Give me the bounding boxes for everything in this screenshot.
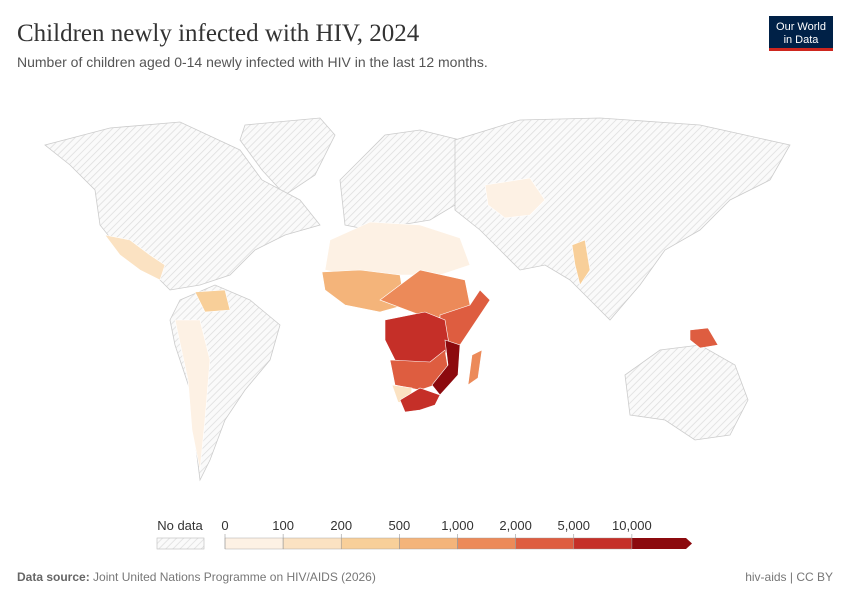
legend-tick-label: 5,000 [557, 518, 590, 533]
south-africa [399, 387, 441, 413]
footer-source: Data source: Joint United Nations Progra… [17, 570, 376, 584]
mexico [104, 234, 166, 281]
europe [339, 129, 471, 231]
greenland [239, 117, 336, 196]
south-america [169, 284, 281, 482]
logo-line: Our World [776, 21, 826, 33]
andes [174, 319, 211, 471]
logo-line: in Data [784, 34, 820, 46]
source: Joint United Nations Programme on HIV/AI… [93, 570, 376, 584]
legend: No data 0 100 200 500 1,000 2,000 5,000 10,000 [156, 518, 692, 550]
madagascar [467, 349, 483, 386]
legend-swatch [457, 537, 516, 550]
no-data-swatch [156, 537, 205, 550]
legend-swatch [399, 537, 458, 550]
png [689, 327, 719, 349]
north-america [44, 121, 321, 291]
myanmar [571, 239, 591, 286]
no-data-label: No data [157, 518, 203, 533]
legend-tick-label: 1,000 [441, 518, 474, 533]
asia [454, 117, 791, 321]
legend-swatch [515, 537, 574, 550]
legend-tick-label: 2,000 [499, 518, 532, 533]
legend-swatch [573, 537, 633, 550]
legend-swatch [224, 537, 284, 550]
legend-tick-label: 10,000 [612, 518, 652, 533]
logo: Our World in Data [769, 16, 833, 51]
legend-swatch [341, 537, 400, 550]
legend-tick-label: 100 [272, 518, 294, 533]
legend-tick-label: 0 [221, 518, 228, 533]
venezuela [194, 289, 231, 313]
source-label: Data source: [17, 570, 90, 584]
legend-swatch [631, 538, 692, 549]
china [484, 177, 546, 219]
australia [624, 344, 749, 441]
map [44, 117, 791, 482]
north-africa [324, 221, 471, 276]
title: Children newly infected with HIV, 2024 [17, 20, 420, 47]
subtitle: Number of children aged 0-14 newly infec… [17, 54, 488, 70]
legend-swatch [282, 537, 342, 550]
legend-tick-label: 200 [330, 518, 352, 533]
footer-license: hiv-aids | CC BY [745, 570, 833, 584]
legend-tick-label: 500 [389, 518, 411, 533]
